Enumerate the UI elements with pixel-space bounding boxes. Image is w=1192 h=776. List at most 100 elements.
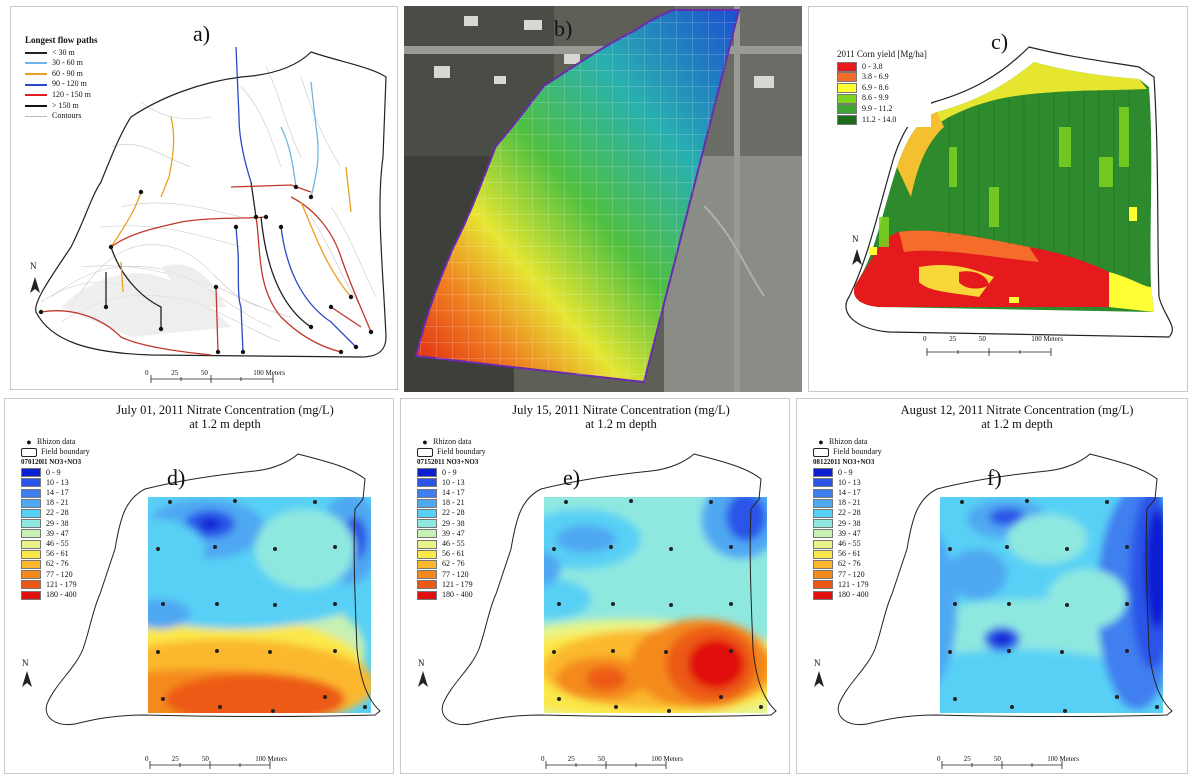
legend-item: 9.9 - 11.2	[837, 104, 927, 115]
rhizon-sample-point	[1007, 649, 1011, 653]
concentration-zone	[544, 579, 591, 619]
panel-label: c)	[991, 29, 1009, 54]
legend-label: Field boundary	[833, 447, 882, 457]
rhizon-sample-point	[1005, 545, 1009, 549]
legend-swatch	[813, 580, 833, 590]
legend-item: 46 - 55	[813, 539, 882, 549]
legend-item: Contours	[25, 111, 98, 122]
legend-item: 62 - 76	[417, 559, 486, 570]
concentration-zone	[940, 535, 957, 683]
legend-item: 56 - 61	[21, 549, 90, 559]
legend-swatch	[813, 478, 833, 488]
legend-item: 120 - 150 m	[25, 90, 98, 101]
legend-label: 39 - 47	[838, 528, 861, 538]
legend-swatch	[417, 468, 437, 478]
legend-label: 77 - 120	[442, 569, 469, 579]
legend-item: 56 - 61	[813, 549, 882, 559]
rhizon-sample-point	[611, 649, 615, 653]
legend-label: 120 - 150 m	[52, 89, 91, 99]
rhizon-sample-point	[953, 697, 957, 701]
rhizon-sample-point	[271, 709, 275, 713]
nitrate-map	[418, 453, 777, 769]
rhizon-sample-point	[948, 547, 952, 551]
rhizon-sample-point	[233, 499, 237, 503]
rhizon-sample-point	[609, 545, 613, 549]
legend-label: 3.8 - 6.9	[862, 72, 889, 82]
legend-item: 180 - 400	[813, 590, 882, 600]
legend-item: 46 - 55	[21, 539, 90, 549]
legend-label: 121 - 179	[838, 579, 869, 589]
legend-line-symbol	[25, 115, 47, 117]
legend-item: 14 - 17	[417, 488, 486, 498]
rhizon-sample-point	[323, 695, 327, 699]
legend-item: 62 - 76	[21, 559, 90, 570]
legend-item-boundary: Field boundary	[813, 447, 882, 457]
legend-label: Field boundary	[437, 447, 486, 457]
legend-label: 77 - 120	[46, 569, 73, 579]
nitrate-map	[814, 453, 1173, 769]
point-symbol-icon: ●	[818, 437, 824, 447]
flow-path-map	[30, 46, 387, 383]
legend-label: 62 - 76	[838, 559, 861, 569]
legend-swatch	[813, 468, 833, 478]
rhizon-sample-point	[273, 603, 277, 607]
rhizon-sample-point	[268, 650, 272, 654]
legend-item: 22 - 28	[813, 508, 882, 519]
legend-header: 07152011 NO3+NO3	[417, 458, 479, 467]
rhizon-sample-point	[1105, 500, 1109, 504]
scale-labels: 0 25 50 100 Meters	[145, 369, 285, 377]
panel-f-nitrate-aug12: August 12, 2011 Nitrate Concentration (m…	[796, 398, 1188, 774]
legend-item: 18 - 21	[417, 498, 486, 508]
legend-label: 62 - 76	[46, 559, 69, 569]
rhizon-sample-point	[156, 547, 160, 551]
legend-label: 46 - 55	[46, 539, 69, 549]
legend-swatch	[813, 498, 833, 508]
rhizon-sample-point	[557, 602, 561, 606]
legend-swatch	[21, 580, 41, 590]
rhizon-sample-point	[215, 649, 219, 653]
legend-line-symbol	[25, 94, 47, 97]
legend-swatch	[837, 83, 857, 94]
legend-label: Rhizon data	[433, 437, 472, 446]
title-line: August 12, 2011 Nitrate Concentration (m…	[900, 403, 1134, 417]
legend-header: 08122011 NO3+NO3	[813, 458, 875, 467]
rhizon-sample-point	[161, 697, 165, 701]
legend-item: 0 - 9	[417, 468, 486, 478]
legend-swatch	[417, 529, 437, 539]
legend-item: 46 - 55	[417, 539, 486, 549]
rhizon-sample-point	[557, 697, 561, 701]
legend-swatch	[417, 590, 437, 600]
legend-item: 60 - 90 m	[25, 69, 98, 80]
legend-label: 10 - 13	[46, 477, 69, 487]
legend-swatch	[813, 590, 833, 600]
rhizon-sample-point	[1125, 649, 1129, 653]
map-title: July 15, 2011 Nitrate Concentration (mg/…	[451, 403, 789, 431]
rhizon-sample-point	[1007, 602, 1011, 606]
legend-swatch	[813, 570, 833, 580]
legend-label: 39 - 47	[442, 528, 465, 538]
legend-label: 22 - 28	[46, 508, 69, 518]
legend-swatch	[21, 560, 41, 570]
legend-item: 3.8 - 6.9	[837, 72, 927, 83]
rhizon-sample-point	[168, 500, 172, 504]
scale-labels: 0 25 50 100 Meters	[145, 755, 287, 763]
rhizon-sample-point	[611, 602, 615, 606]
legend-label: 22 - 28	[838, 508, 861, 518]
legend-item: 10 - 13	[417, 478, 486, 488]
map-title: August 12, 2011 Nitrate Concentration (m…	[847, 403, 1187, 431]
subtitle-line: at 1.2 m depth	[981, 417, 1053, 431]
panel-label: f)	[987, 465, 1002, 490]
legend-label: 14 - 17	[442, 488, 465, 498]
panel-a-flow-paths: a) Longest flow paths < 30 m 30 - 60 m 60 …	[10, 6, 398, 390]
rhizon-sample-point	[667, 709, 671, 713]
legend-item: 29 - 38	[21, 519, 90, 529]
concentration-zone	[148, 519, 205, 579]
legend-label: 6.9 - 8.6	[862, 82, 889, 92]
legend-label: 14 - 17	[838, 488, 861, 498]
rhizon-sample-point	[1010, 705, 1014, 709]
legend-swatch	[21, 549, 41, 559]
legend-label: 77 - 120	[838, 569, 865, 579]
legend-label: 90 - 120 m	[52, 79, 87, 89]
legend-item: 90 - 120 m	[25, 79, 98, 90]
legend-line-symbol	[25, 83, 47, 86]
